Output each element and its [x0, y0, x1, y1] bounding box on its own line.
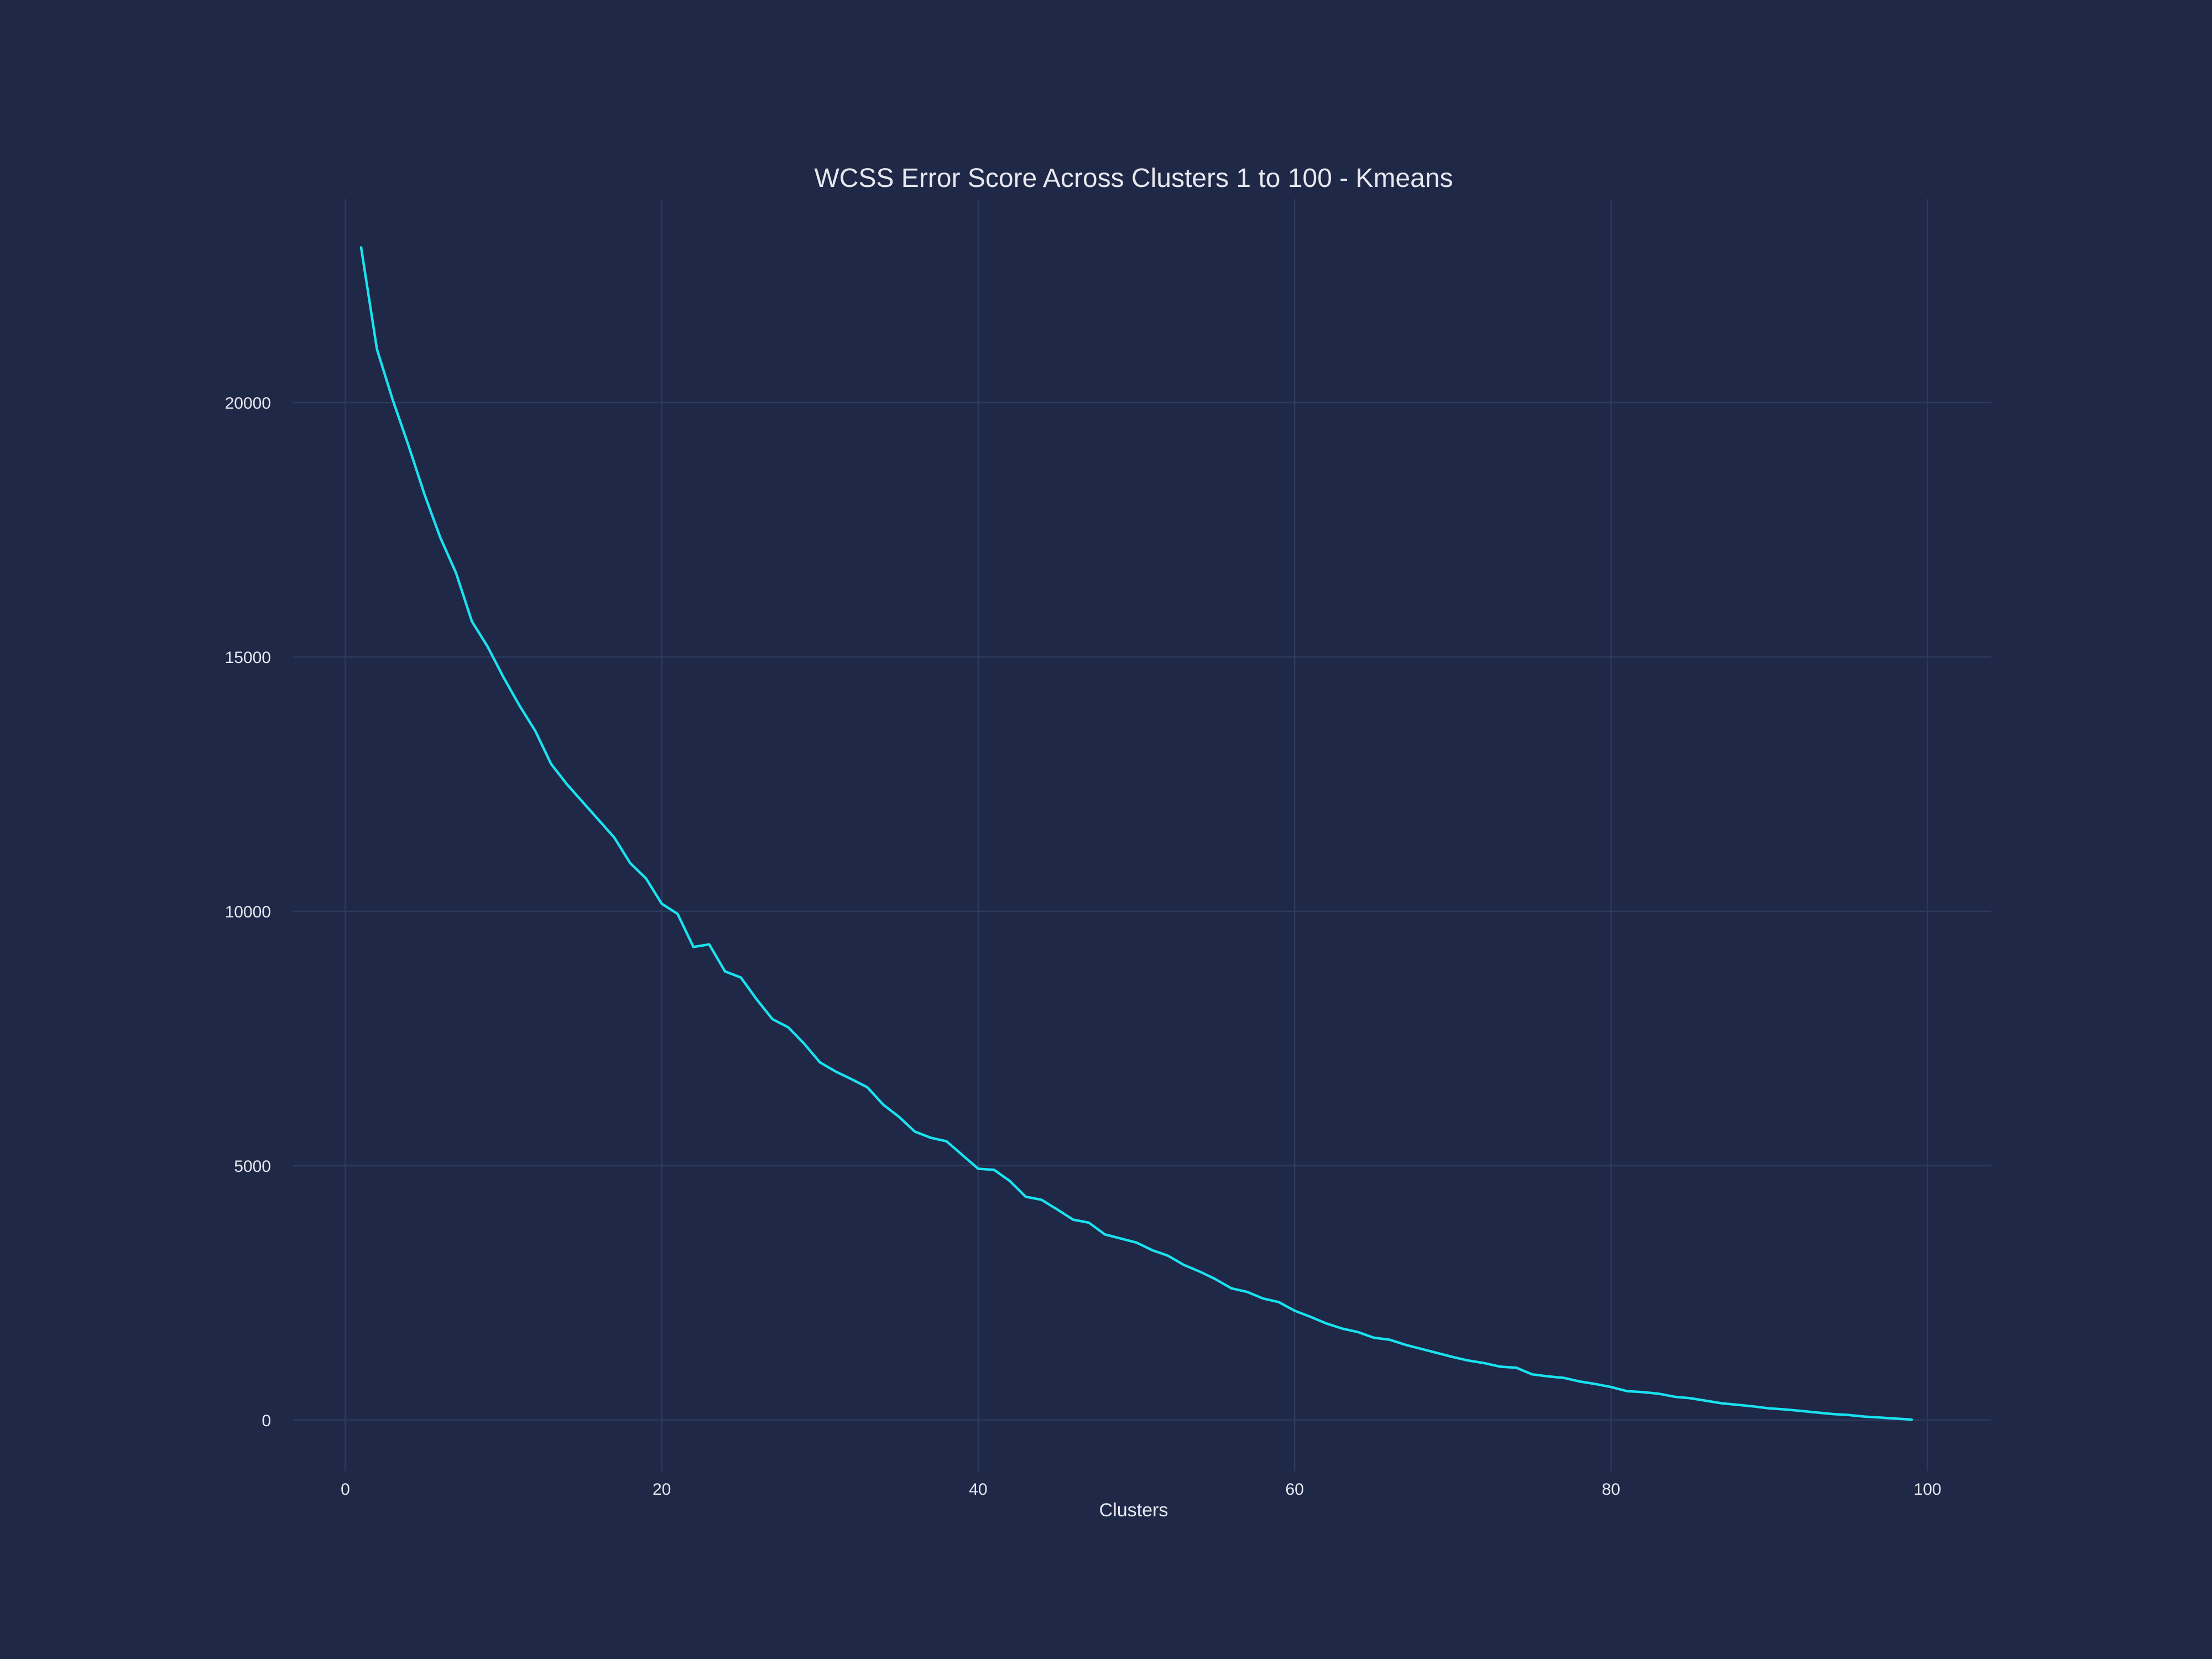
- grid-layer: [293, 199, 1991, 1471]
- x-tick-label-60: 60: [1285, 1480, 1303, 1499]
- x-tick-label-0: 0: [341, 1480, 350, 1499]
- y-tick-label-10000: 10000: [225, 903, 271, 921]
- x-tick-label-80: 80: [1602, 1480, 1620, 1499]
- y-tick-label-0: 0: [262, 1412, 271, 1430]
- wcss-series-line: [359, 246, 1913, 1421]
- y-tick-label-5000: 5000: [234, 1157, 271, 1176]
- x-tick-label-100: 100: [1914, 1480, 1942, 1499]
- series-layer: [359, 246, 1913, 1421]
- x-tick-label-20: 20: [653, 1480, 671, 1499]
- tick-layer: 0 20 40 60 80 100 0 5000 10000 15000 20000: [225, 394, 1942, 1499]
- chart-title: WCSS Error Score Across Clusters 1 to 10…: [814, 164, 1453, 193]
- x-tick-label-40: 40: [969, 1480, 987, 1499]
- y-tick-label-15000: 15000: [225, 649, 271, 667]
- x-axis-title: Clusters: [1099, 1500, 1168, 1521]
- y-tick-label-20000: 20000: [225, 394, 271, 413]
